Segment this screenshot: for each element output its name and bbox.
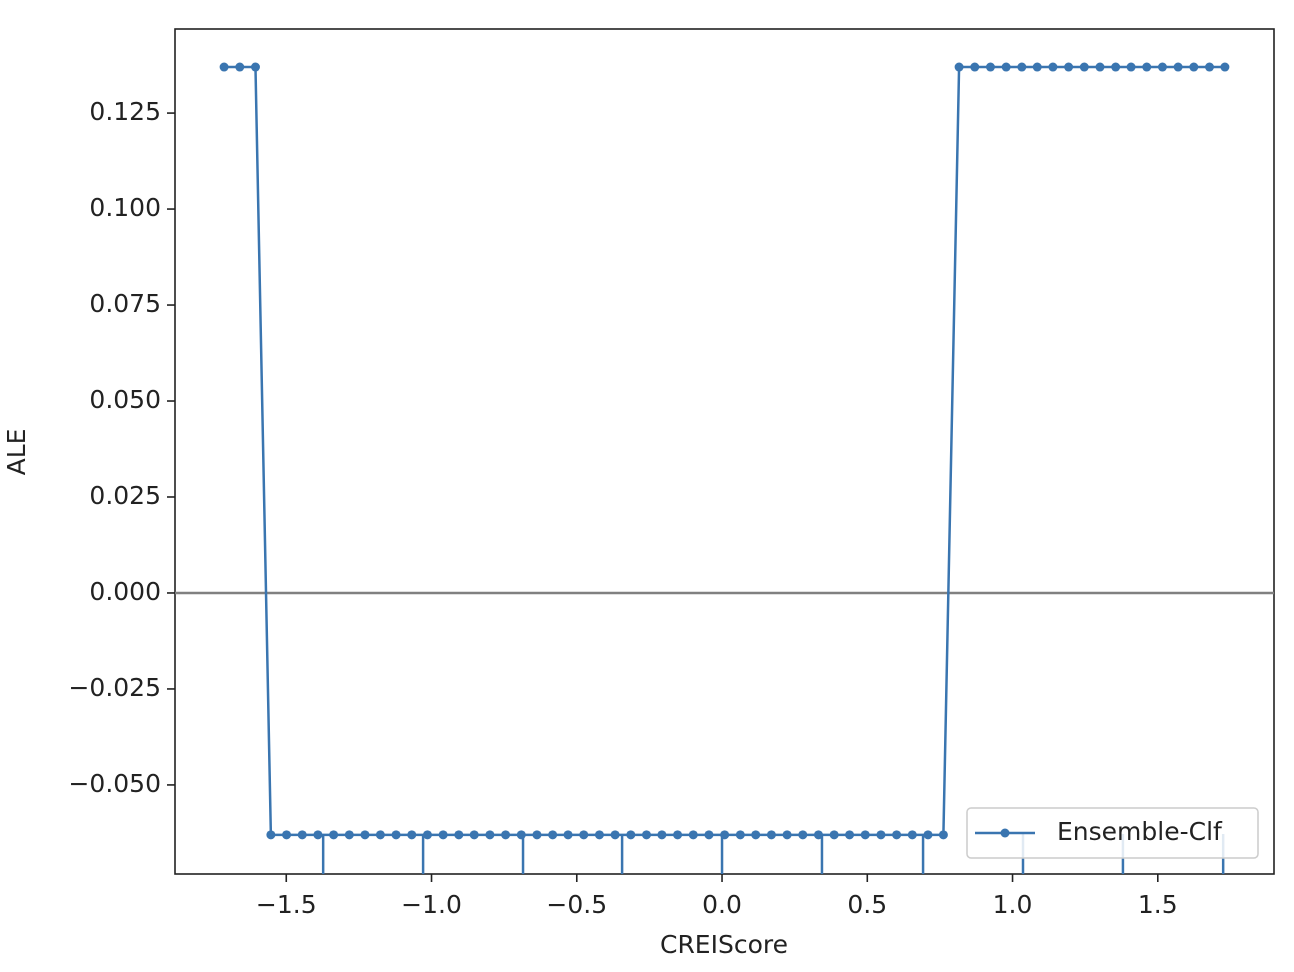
x-tick-label: −1.0 xyxy=(401,890,462,919)
legend-box xyxy=(966,807,1259,859)
y-tick-label: 0.000 xyxy=(89,577,161,606)
point xyxy=(235,62,245,72)
legend-label: Ensemble-Clf xyxy=(1057,817,1223,846)
point xyxy=(454,830,464,840)
point xyxy=(673,830,683,840)
point xyxy=(798,830,808,840)
y-tick-label: 0.100 xyxy=(89,193,161,222)
point xyxy=(313,830,323,840)
point xyxy=(1001,62,1011,72)
y-tick-label: 0.075 xyxy=(89,289,161,318)
point xyxy=(907,830,917,840)
point xyxy=(532,830,542,840)
point xyxy=(1157,62,1167,72)
x-tick-label: 0.0 xyxy=(702,890,742,919)
x-tick-label: 1.0 xyxy=(993,890,1033,919)
point xyxy=(938,830,948,840)
point xyxy=(485,830,495,840)
y-tick-label: −0.050 xyxy=(68,769,161,798)
point xyxy=(1205,62,1215,72)
point xyxy=(282,830,292,840)
point xyxy=(970,62,980,72)
point xyxy=(954,62,964,72)
y-tick-label: −0.025 xyxy=(68,673,161,702)
point xyxy=(1079,62,1089,72)
point xyxy=(1064,62,1074,72)
point xyxy=(626,830,636,840)
point xyxy=(297,830,307,840)
point xyxy=(344,830,354,840)
axes-frame xyxy=(174,28,1275,875)
point xyxy=(360,830,370,840)
point xyxy=(501,830,511,840)
point xyxy=(1173,62,1183,72)
point xyxy=(688,830,698,840)
point xyxy=(422,830,432,840)
point xyxy=(1048,62,1058,72)
point xyxy=(751,830,761,840)
point xyxy=(1111,62,1121,72)
point xyxy=(1095,62,1105,72)
y-tick-label: 0.125 xyxy=(89,97,161,126)
point xyxy=(704,830,714,840)
point xyxy=(1032,62,1042,72)
point xyxy=(375,830,385,840)
point xyxy=(923,830,933,840)
point xyxy=(516,830,526,840)
point xyxy=(735,830,745,840)
point xyxy=(610,830,620,840)
point xyxy=(1189,62,1199,72)
point xyxy=(829,830,839,840)
legend-marker xyxy=(1000,828,1010,838)
point xyxy=(720,830,730,840)
x-tick-label: 1.5 xyxy=(1138,890,1178,919)
x-tick-label: 0.5 xyxy=(847,890,887,919)
point xyxy=(1126,62,1136,72)
point xyxy=(548,830,558,840)
point xyxy=(594,830,604,840)
y-axis-label: ALE xyxy=(2,429,31,476)
point xyxy=(1017,62,1027,72)
x-axis-label: CREIScore xyxy=(660,930,788,959)
point xyxy=(876,830,886,840)
y-tick-label: 0.025 xyxy=(89,481,161,510)
x-tick-label: −1.5 xyxy=(256,890,317,919)
point xyxy=(813,830,823,840)
point xyxy=(985,62,995,72)
point xyxy=(1142,62,1152,72)
point xyxy=(892,830,902,840)
point xyxy=(219,62,229,72)
point xyxy=(407,830,417,840)
point xyxy=(250,62,260,72)
series-line xyxy=(224,65,1225,837)
point xyxy=(438,830,448,840)
point xyxy=(1220,62,1230,72)
point xyxy=(657,830,667,840)
point xyxy=(579,830,589,840)
point xyxy=(845,830,855,840)
y-tick-label: 0.050 xyxy=(89,385,161,414)
x-tick-label: −0.5 xyxy=(546,890,607,919)
point xyxy=(766,830,776,840)
point xyxy=(391,830,401,840)
point xyxy=(782,830,792,840)
point xyxy=(329,830,339,840)
point xyxy=(563,830,573,840)
point xyxy=(860,830,870,840)
point xyxy=(266,830,276,840)
legend: Ensemble-Clf xyxy=(966,807,1259,859)
point xyxy=(641,830,651,840)
point xyxy=(469,830,479,840)
